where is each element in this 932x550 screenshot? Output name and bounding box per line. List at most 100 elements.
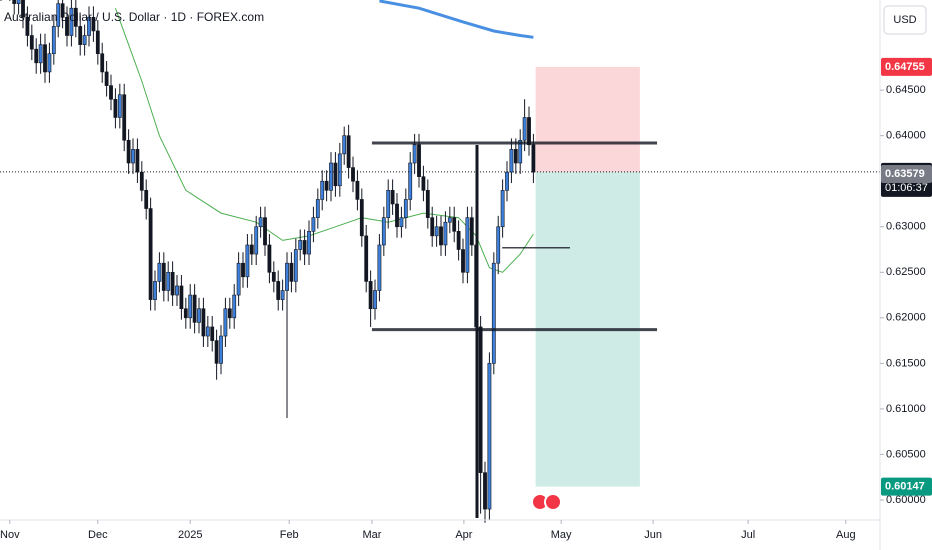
candle-body (201, 308, 206, 337)
candle-body (364, 235, 369, 282)
candle-body (91, 17, 96, 32)
candle-body (43, 44, 47, 73)
price-badge-label: 0.64755 (885, 61, 925, 73)
candle-body (307, 231, 311, 255)
price-badge (881, 165, 932, 184)
candle-body (430, 217, 435, 237)
y-tick-label: 0.62500 (886, 266, 926, 278)
candle-body (403, 199, 408, 218)
x-tick-label: Aug (836, 529, 856, 541)
candle-body (518, 139, 523, 164)
candle-body (461, 249, 465, 273)
candle-body (87, 17, 91, 36)
candle-body (122, 94, 127, 141)
candle-body (434, 226, 439, 237)
candle-body (483, 472, 487, 510)
price-badge (881, 477, 932, 496)
candle-body (157, 262, 162, 282)
candle-body (236, 262, 241, 296)
candle-body (443, 221, 448, 246)
candle-body (329, 162, 333, 191)
x-tick-label: Jun (644, 529, 662, 541)
candle-body (355, 180, 360, 200)
plot-area (0, 0, 880, 523)
candle-body (78, 26, 83, 45)
event-icon[interactable] (544, 493, 562, 511)
y-tick-label: 0.61500 (886, 357, 926, 369)
x-tick-label: Apr (455, 529, 472, 541)
y-tick-label: 0.64500 (886, 84, 926, 96)
candle-body (320, 180, 325, 200)
candle-body (522, 117, 527, 141)
candle-body (408, 162, 413, 200)
candle-body (505, 171, 509, 191)
candle-body (280, 290, 285, 300)
candle-body (315, 199, 320, 218)
candle-body (95, 30, 100, 55)
candle-body (368, 281, 373, 310)
chart-title: Australian Dollar / U.S. Dollar · 1D · F… (4, 10, 264, 24)
y-tick-label: 0.63000 (886, 221, 926, 233)
candle-body (144, 190, 149, 209)
candle-body (205, 326, 210, 337)
candle-body (267, 244, 272, 273)
price-badge-label: 0.60147 (885, 480, 925, 492)
candle-body (109, 85, 113, 100)
candle-body (82, 35, 87, 45)
candle-body (386, 190, 391, 218)
candle-body (223, 308, 228, 337)
candle-body (21, 0, 25, 18)
candle-body (276, 281, 281, 300)
candle-body (456, 231, 461, 250)
candle-body (153, 281, 157, 300)
candle-body (452, 217, 457, 232)
currency-label[interactable]: USD (893, 14, 916, 26)
candle-body (192, 294, 197, 323)
event-icons (531, 493, 562, 511)
candle-body (245, 244, 250, 278)
candle-body (227, 308, 232, 319)
candle-body (258, 217, 263, 228)
y-tick-label: 0.64000 (886, 130, 926, 142)
candle-body (351, 167, 355, 182)
candle-body (412, 144, 417, 164)
candle-body (527, 117, 531, 146)
candle-body (478, 326, 483, 473)
candle-body (179, 285, 184, 310)
y-tick-label: 0.62000 (886, 312, 926, 324)
candle-body (47, 53, 52, 73)
candle-body (311, 217, 316, 232)
y-tick-label: 0.60000 (886, 494, 926, 506)
candle-body (12, 0, 17, 4)
x-tick-label: Feb (280, 529, 299, 541)
candle-body (509, 149, 514, 173)
candle-body (219, 335, 223, 364)
candle-body (135, 149, 140, 173)
candle-body (469, 217, 474, 246)
price-badge (881, 57, 932, 76)
candle-body (285, 262, 289, 291)
candle-body (465, 217, 470, 273)
candle-body (51, 26, 56, 55)
candle-body (491, 262, 496, 364)
candle-body (342, 135, 347, 155)
price-badge-label: 0.63579 (885, 168, 925, 180)
y-tick-label: 0.61000 (886, 403, 926, 415)
candle-body (16, 0, 21, 4)
candle-body (249, 244, 254, 255)
candle-body (139, 171, 144, 191)
candle-body (289, 262, 294, 282)
candle-body (337, 153, 342, 187)
x-tick-label: Nov (0, 529, 20, 541)
axes: 0.64500 0.64000 0.63000 0.62500 0.62000 0.615… (0, 57, 932, 541)
candle-body (100, 53, 105, 73)
countdown-label: 01:06:37 (885, 182, 928, 194)
candle-body (34, 48, 39, 64)
candle-body (359, 199, 364, 237)
candle-body (175, 285, 179, 296)
currency-button[interactable] (883, 5, 927, 35)
candle-body (447, 217, 452, 223)
